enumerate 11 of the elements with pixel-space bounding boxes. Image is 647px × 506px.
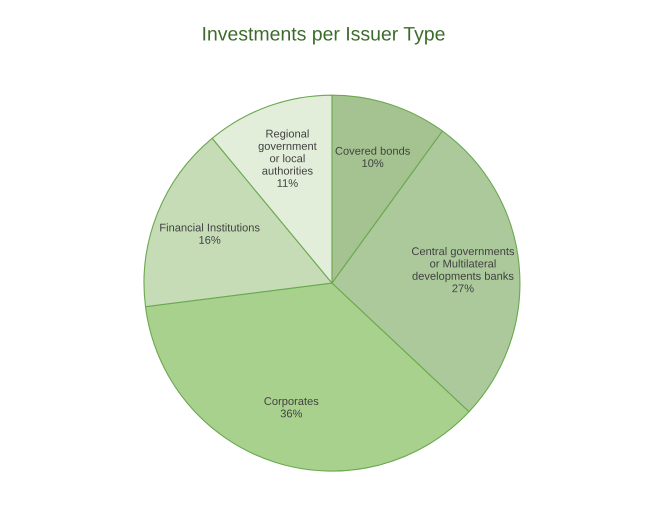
chart-title: Investments per Issuer Type — [203, 27, 445, 44]
slice-label: Financial Institutions — [160, 223, 260, 232]
data-label: 11% — [278, 179, 298, 187]
slice-label: Corporates — [264, 397, 318, 408]
slice-label: Regional government or local authorities — [258, 129, 317, 175]
data-label: 27% — [452, 284, 474, 292]
data-label: 16% — [199, 236, 220, 244]
slice-label: Covered bonds — [336, 146, 410, 155]
slice-label: Central governments or Multilateral developments banks — [412, 246, 514, 282]
data-label: 36% — [280, 410, 302, 418]
data-label: 10% — [362, 159, 384, 168]
